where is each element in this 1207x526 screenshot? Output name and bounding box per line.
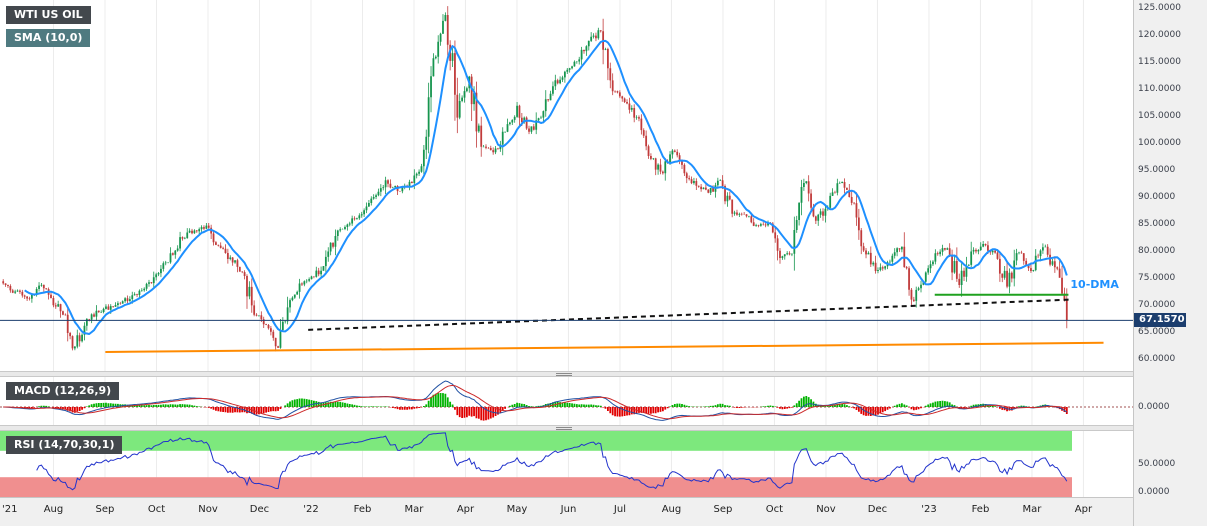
time-axis-label: Jul xyxy=(613,504,627,515)
candle-bodies-down xyxy=(2,15,1068,349)
time-axis-label: Dec xyxy=(867,504,888,515)
time-axis-label: Sep xyxy=(95,504,115,515)
sma-line xyxy=(24,39,1068,335)
splitter-grip-icon xyxy=(556,373,572,376)
macd-axis-label: 0.0000 xyxy=(1138,402,1170,412)
dotted-trendline xyxy=(308,298,1071,331)
time-axis-label: Nov xyxy=(816,504,836,515)
time-axis-label: '23 xyxy=(921,504,937,515)
time-axis-label: '22 xyxy=(303,504,319,515)
price-axis-label: 95.0000 xyxy=(1138,165,1176,175)
time-axis-label: Aug xyxy=(43,504,64,515)
time-axis-label: Dec xyxy=(249,504,270,515)
rsi-indicator-badge[interactable]: RSI (14,70,30,1) xyxy=(6,436,123,454)
rsi-chart-canvas[interactable] xyxy=(0,431,1133,497)
candle-wicks-down xyxy=(2,6,1068,352)
orange-trendline xyxy=(105,341,1104,353)
panel-splitter[interactable] xyxy=(0,425,1133,431)
panel-splitter[interactable] xyxy=(0,371,1133,377)
dma-annotation: 10-DMA xyxy=(1070,277,1119,291)
price-axis[interactable]: 125.0000 120.0000 115.0000 110.0000 105.0000… xyxy=(1133,0,1207,526)
symbol-badge[interactable]: WTI US OIL xyxy=(6,6,91,24)
time-axis-label: Mar xyxy=(1022,504,1042,515)
macd-histogram-positive xyxy=(38,393,1054,407)
time-axis-label: Nov xyxy=(198,504,218,515)
price-axis-label: 65.0000 xyxy=(1138,327,1176,337)
macd-indicator-badge[interactable]: MACD (12,26,9) xyxy=(6,382,120,400)
price-axis-label: 70.0000 xyxy=(1138,300,1176,310)
price-axis-label: 85.0000 xyxy=(1138,219,1176,229)
macd-panel xyxy=(0,377,1133,425)
price-axis-label: 80.0000 xyxy=(1138,246,1176,256)
price-panel xyxy=(0,0,1133,371)
price-axis-label: 110.0000 xyxy=(1138,84,1181,94)
macd-signal-line xyxy=(3,384,1067,420)
rsi-axis-label: 0.0000 xyxy=(1138,487,1170,497)
time-axis-label: '21 xyxy=(2,504,18,515)
price-axis-label: 75.0000 xyxy=(1138,273,1176,283)
price-axis-label: 100.0000 xyxy=(1138,138,1181,148)
macd-line xyxy=(3,380,1068,421)
candle-wicks-up xyxy=(14,12,1053,351)
rsi-overbought-zone xyxy=(0,431,1072,451)
time-axis-label: Mar xyxy=(404,504,424,515)
time-axis-label: Oct xyxy=(147,504,166,515)
time-axis-label: Jun xyxy=(560,504,577,515)
price-axis-label: 115.0000 xyxy=(1138,57,1181,67)
rsi-panel xyxy=(0,431,1133,497)
macd-histogram-negative xyxy=(4,407,1068,421)
price-axis-label: 90.0000 xyxy=(1138,192,1176,202)
time-axis-label: Aug xyxy=(661,504,682,515)
price-axis-label: 60.0000 xyxy=(1138,354,1176,364)
rsi-axis-label: 50.0000 xyxy=(1138,459,1176,469)
macd-chart-canvas[interactable] xyxy=(0,377,1133,425)
price-axis-label: 125.0000 xyxy=(1138,3,1181,13)
time-axis-label: Feb xyxy=(971,504,990,515)
time-axis-label: Oct xyxy=(765,504,784,515)
price-chart-canvas[interactable] xyxy=(0,0,1133,371)
last-price-badge: 67.1570 xyxy=(1134,313,1186,328)
rsi-oversold-zone xyxy=(0,477,1072,497)
sma-indicator-badge[interactable]: SMA (10,0) xyxy=(6,29,91,47)
rsi-line xyxy=(36,432,1068,491)
candle-bodies-up xyxy=(14,15,1054,349)
price-axis-label: 105.0000 xyxy=(1138,111,1181,121)
time-axis-label: Feb xyxy=(353,504,372,515)
time-axis-label: May xyxy=(506,504,528,515)
time-axis-label: Apr xyxy=(1074,504,1093,515)
price-axis-label: 120.0000 xyxy=(1138,30,1181,40)
time-axis-label: Apr xyxy=(456,504,475,515)
time-axis-label: Sep xyxy=(713,504,733,515)
time-axis[interactable]: '21 Aug Sep Oct Nov Dec '22 Feb Mar Apr May Jun Jul A… xyxy=(0,497,1133,526)
splitter-grip-icon xyxy=(556,427,572,430)
